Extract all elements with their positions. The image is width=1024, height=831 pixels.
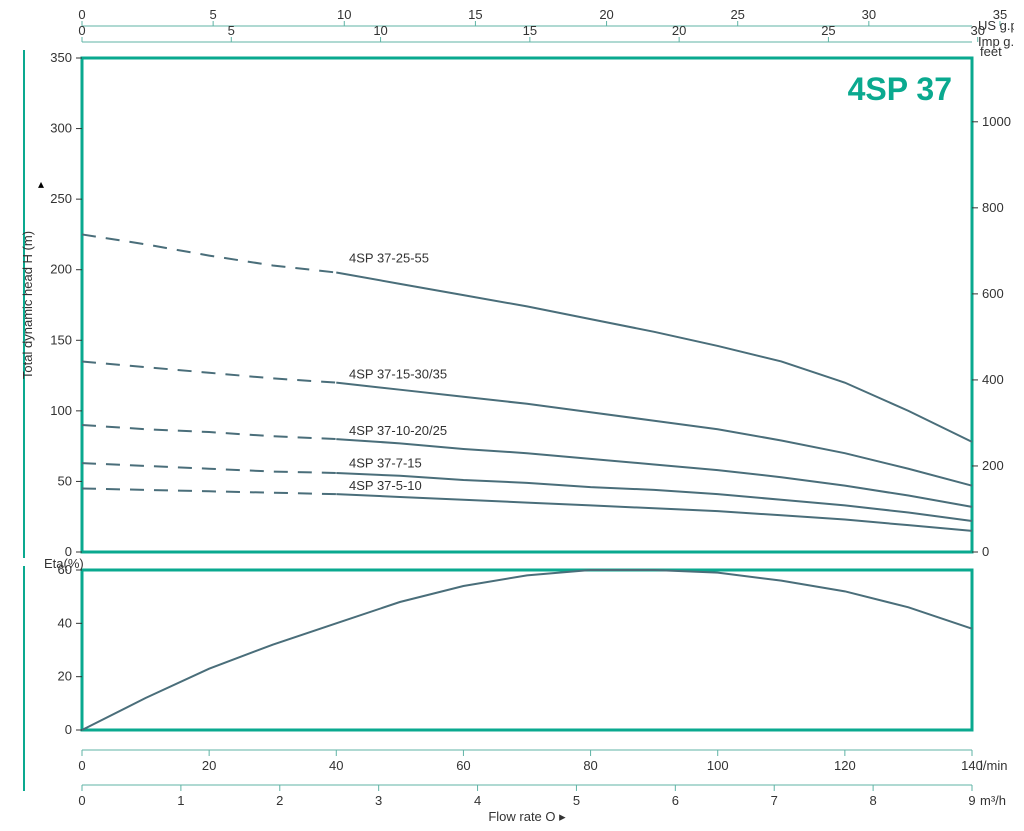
- curve-dashed: [82, 361, 336, 382]
- series-label: 4SP 37-15-30/35: [349, 366, 447, 381]
- svg-text:600: 600: [982, 286, 1004, 301]
- svg-text:9: 9: [968, 793, 975, 808]
- svg-text:20: 20: [672, 23, 686, 38]
- svg-text:10: 10: [337, 10, 351, 22]
- svg-text:5: 5: [228, 23, 235, 38]
- svg-text:5: 5: [210, 10, 217, 22]
- svg-text:0: 0: [78, 23, 85, 38]
- svg-text:20: 20: [202, 758, 216, 773]
- svg-text:0: 0: [982, 544, 989, 559]
- svg-text:6: 6: [672, 793, 679, 808]
- svg-text:3: 3: [375, 793, 382, 808]
- svg-text:feet: feet: [980, 44, 1002, 59]
- svg-text:200: 200: [982, 458, 1004, 473]
- svg-text:120: 120: [834, 758, 856, 773]
- svg-text:m³/h: m³/h: [980, 793, 1006, 808]
- series-label: 4SP 37-25-55: [349, 251, 429, 266]
- svg-text:0: 0: [78, 793, 85, 808]
- curve-solid: [336, 273, 972, 442]
- svg-text:5: 5: [573, 793, 580, 808]
- svg-text:0: 0: [65, 722, 72, 737]
- curve-dashed: [82, 425, 336, 439]
- svg-text:l/min: l/min: [980, 758, 1007, 773]
- svg-text:15: 15: [523, 23, 537, 38]
- curve-dashed: [82, 463, 336, 473]
- svg-text:0: 0: [78, 758, 85, 773]
- chart-title: 4SP 37: [848, 71, 952, 107]
- svg-text:10: 10: [373, 23, 387, 38]
- svg-text:Flow rate Q ▸: Flow rate Q ▸: [488, 809, 566, 821]
- svg-text:20: 20: [58, 669, 72, 684]
- svg-text:250: 250: [50, 191, 72, 206]
- svg-text:15: 15: [468, 10, 482, 22]
- svg-text:20: 20: [599, 10, 613, 22]
- svg-text:100: 100: [50, 403, 72, 418]
- svg-text:40: 40: [329, 758, 343, 773]
- curve-dashed: [82, 234, 336, 272]
- svg-text:1000: 1000: [982, 114, 1011, 129]
- svg-text:300: 300: [50, 121, 72, 136]
- svg-text:25: 25: [821, 23, 835, 38]
- svg-text:Total dynamic head H (m): Total dynamic head H (m): [20, 231, 35, 379]
- svg-text:350: 350: [50, 50, 72, 65]
- pump-curve-chart: 05101520253035US g.p.m051015202530Imp g.…: [10, 10, 1014, 821]
- svg-text:0: 0: [78, 10, 85, 22]
- series-label: 4SP 37-7-15: [349, 455, 422, 470]
- svg-text:200: 200: [50, 262, 72, 277]
- svg-text:80: 80: [583, 758, 597, 773]
- svg-text:400: 400: [982, 372, 1004, 387]
- series-label: 4SP 37-10-20/25: [349, 423, 447, 438]
- svg-text:7: 7: [771, 793, 778, 808]
- svg-text:2: 2: [276, 793, 283, 808]
- series-label: 4SP 37-5-10: [349, 478, 422, 493]
- svg-text:60: 60: [456, 758, 470, 773]
- svg-text:40: 40: [58, 615, 72, 630]
- curve-solid: [336, 473, 972, 521]
- svg-text:50: 50: [58, 473, 72, 488]
- curve-solid: [336, 494, 972, 531]
- chart-svg: 05101520253035US g.p.m051015202530Imp g.…: [10, 10, 1014, 821]
- svg-text:800: 800: [982, 200, 1004, 215]
- svg-text:1: 1: [177, 793, 184, 808]
- svg-text:▴: ▴: [38, 177, 44, 191]
- svg-text:100: 100: [707, 758, 729, 773]
- curve-solid: [336, 439, 972, 507]
- svg-text:4: 4: [474, 793, 481, 808]
- svg-text:8: 8: [869, 793, 876, 808]
- svg-text:Eta(%): Eta(%): [44, 556, 84, 571]
- svg-text:150: 150: [50, 332, 72, 347]
- svg-text:25: 25: [730, 10, 744, 22]
- curve-dashed: [82, 488, 336, 494]
- svg-text:30: 30: [862, 10, 876, 22]
